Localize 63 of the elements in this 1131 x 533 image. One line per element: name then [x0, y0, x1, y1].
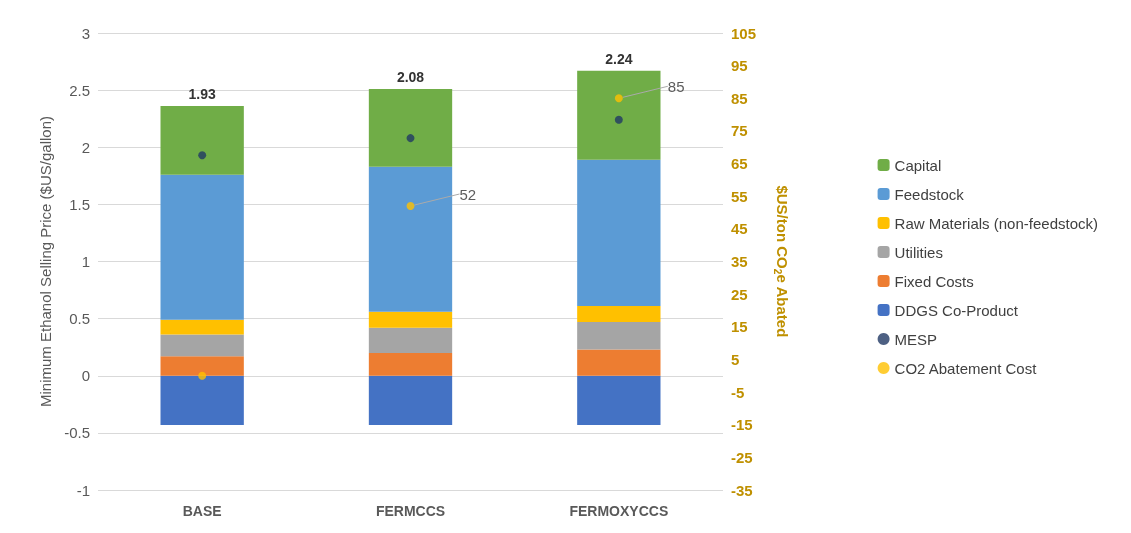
bar: [368, 375, 453, 425]
y2-tick-label: 25: [731, 285, 748, 303]
legend-label: Raw Materials (non-feedstock): [894, 214, 1099, 232]
y-tick-label: 0.5: [69, 310, 90, 328]
x-tick-label: BASE: [182, 503, 222, 519]
bar: [577, 159, 661, 307]
point: [198, 371, 207, 380]
bar: [160, 334, 244, 357]
legend-label: DDGS Co-Product: [894, 301, 1019, 319]
y2-axis-title: $US/ton CO2e Abated: [771, 185, 791, 338]
bar: [577, 306, 661, 323]
y2-tick-label: 35: [731, 253, 748, 270]
y2-tick-label: -5: [731, 383, 745, 401]
bar: [368, 88, 453, 167]
legend-label: Feedstock: [894, 185, 965, 203]
y2-tick-label: 105: [731, 24, 757, 42]
y2-tick-label: 85: [731, 89, 748, 107]
legend-label: Utilities: [894, 243, 943, 261]
data-label: 85: [667, 77, 685, 95]
bar: [368, 327, 453, 353]
y-tick-label: 1.5: [69, 195, 90, 213]
legend-label: CO2 Abatement Cost: [894, 359, 1038, 377]
point: [614, 94, 623, 103]
bar: [368, 352, 453, 376]
y-tick-label: 0: [81, 367, 90, 385]
y-tick-label: 2.5: [69, 81, 90, 99]
total-label: 1.93: [188, 86, 216, 103]
y2-tick-label: -35: [731, 481, 753, 499]
data-label: 52: [459, 185, 477, 203]
bar: [577, 375, 661, 425]
y-tick-label: -0.5: [64, 424, 90, 442]
y-tick-label: -1: [76, 481, 90, 499]
y-tick-label: 2: [81, 138, 90, 156]
y-tick-label: 1: [81, 253, 90, 270]
bar: [577, 349, 661, 376]
bar: [160, 174, 244, 320]
bar: [160, 375, 244, 425]
y2-tick-label: 5: [731, 350, 740, 368]
bar: [160, 106, 244, 175]
legend-label: Capital: [894, 156, 942, 174]
bar: [368, 311, 453, 328]
y2-tick-label: 65: [731, 155, 748, 173]
y2-tick-label: 15: [731, 318, 748, 336]
y2-tick-label: 75: [731, 122, 748, 140]
bar: [577, 322, 661, 350]
y2-tick-label: -25: [731, 448, 753, 466]
x-tick-label: FERMOXYCCS: [569, 503, 669, 519]
y-axis-title: Minimum Ethanol Selling Price ($US/gallon): [37, 116, 54, 407]
y2-tick-label: -15: [731, 416, 753, 434]
bar: [160, 356, 244, 376]
point: [406, 202, 415, 210]
total-label: 2.24: [605, 50, 633, 67]
x-tick-label: FERMCCS: [375, 503, 446, 519]
y-tick-label: 3: [81, 24, 90, 42]
y2-tick-label: 55: [731, 187, 748, 205]
total-label: 2.08: [396, 68, 425, 85]
bar: [577, 70, 661, 160]
bar: [368, 166, 453, 312]
legend-label: Fixed Costs: [894, 272, 974, 290]
legend-label: MESP: [894, 330, 938, 348]
y2-tick-label: 45: [731, 220, 748, 238]
y2-tick-label: 95: [731, 57, 748, 75]
bar: [160, 319, 244, 335]
